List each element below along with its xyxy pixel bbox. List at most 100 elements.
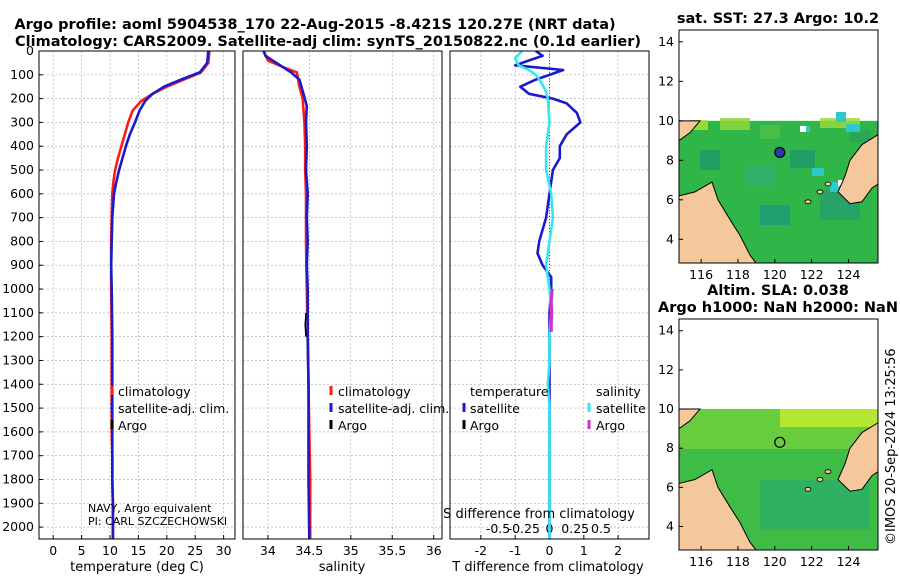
y-tick-label: 300 [10,114,34,129]
map-y-tick-label: 4 [666,519,674,534]
x-tick-label: -1 [509,543,521,558]
y-tick-label: 1300 [2,352,34,367]
sst-patch [790,150,815,168]
sst-map: 116 118 120 122 124 4 6 8 10 12 14 [658,29,879,282]
x-tick-label: 35.5 [378,543,406,558]
series-line-salinity-argo [549,288,554,332]
x-tick-label: 34 [260,543,276,558]
sst-patch [760,205,790,225]
s-tick-label: 0.25 [561,521,589,536]
map-x-tick-label: 124 [837,554,861,569]
missing-patch [800,126,806,132]
y-tick-label: 1100 [2,305,34,320]
s-tick-label: -0.5 [486,521,510,536]
map-x-tick-label: 120 [763,554,787,569]
cloud-patch [846,124,860,132]
sla-high [780,409,878,428]
y-tick-label: 800 [10,233,34,248]
map-y-tick-label: 12 [658,362,674,377]
y-tick-label: 600 [10,186,34,201]
island [804,486,812,492]
y-tick-label: 0 [26,43,34,58]
island [824,181,832,187]
annotation-navy: NAVY, Argo equivalent [88,502,212,515]
title-line-2: Climatology: CARS2009. Satellite-adj cli… [15,34,641,50]
map-x-tick-label: 122 [800,267,824,282]
x-tick-label: 34.5 [295,543,323,558]
x-tick-label: 0 [546,543,554,558]
island [824,469,832,475]
diff-legend-sal-argo: Argo [596,418,625,433]
salinity-xlabel: salinity [319,560,366,575]
y-tick-label: 1400 [2,376,34,391]
map-x-tick-label: 118 [726,554,750,569]
cloud-patch [830,182,844,192]
map-x-tick-label: 116 [689,267,713,282]
y-tick-label: 2000 [2,519,34,534]
y-tick-label: 900 [10,257,34,272]
temperature-xlabel: temperature (deg C) [70,560,204,575]
y-tick-label: 200 [10,91,34,106]
island [804,199,812,205]
difference-top-label: S difference from climatology [443,507,635,522]
y-tick-label: 400 [10,138,34,153]
x-tick-label: 36 [426,543,442,558]
y-tick-label: 1500 [2,400,34,415]
annotation-pi: PI: CARL SZCZECHOWSKI [88,515,227,528]
island [816,189,824,195]
legend-climatology: climatology [118,384,191,399]
map-y-tick-label: 6 [666,192,674,207]
y-tick-label: 1900 [2,495,34,510]
series-group [262,51,312,539]
map-y-tick-label: 6 [666,479,674,494]
map-y-tick-label: 10 [658,401,674,416]
sst-map-title: sat. SST: 27.3 Argo: 10.2 [677,11,879,27]
argo-marker [774,146,786,159]
plot-frame [242,50,443,540]
credit-text: ©IMOS 20-Sep-2024 13:25:56 [884,348,899,545]
y-tick-label: 500 [10,162,34,177]
plot-frame [449,50,650,540]
map-y-tick-label: 14 [658,323,674,338]
sal-legend-climatology: climatology [338,384,411,399]
series-line-satellite-adj-clim [109,51,210,539]
map-y-tick-label: 14 [658,34,674,49]
map-y-tick-label: 10 [658,113,674,128]
plot-area [243,51,442,539]
sst-patch [745,165,775,185]
x-tick-label: 15 [130,543,146,558]
x-tick-label: 25 [187,543,203,558]
x-tick-label: 35 [343,543,359,558]
diff-legend-sal-satellite: satellite [596,401,646,416]
map-frame [678,29,879,264]
argo-marker [774,436,786,448]
y-tick-label: 700 [10,210,34,225]
sst-patch [820,118,860,128]
land-mindanao [837,133,879,205]
x-tick-label: 0 [49,543,57,558]
sla-map-title-1: Altim. SLA: 0.038 [707,283,849,299]
sst-patch [720,118,750,130]
land-mindanao [837,421,879,492]
x-tick-label: 1 [580,543,588,558]
difference-xlabel: T difference from climatology [451,560,644,575]
sla-map: 116 118 120 122 124 4 6 8 10 12 14 [658,318,879,569]
x-tick-label: 10 [102,543,118,558]
plot-frame [38,50,236,540]
temperature-panel: 0 5 10 15 20 25 300100200300400500600700800900… [2,43,236,558]
difference-panel: -2 -1 0 1 2-0.5-0.25 0 0.25 0.5 [449,50,650,558]
map-x-tick-label: 122 [800,554,824,569]
sst-patch [850,130,870,142]
y-tick-label: 1000 [2,281,34,296]
map-x-tick-label: 116 [689,554,713,569]
cloud-patch [836,112,846,122]
map-y-tick-label: 8 [666,152,674,167]
salinity-panel: 34 34.5 35 35.5 36 [242,50,443,558]
s-tick-label: -0.25 [508,521,540,536]
diff-legend-temp-argo: Argo [470,418,499,433]
x-tick-label: -2 [475,543,487,558]
x-tick-label: 30 [216,543,232,558]
y-tick-label: 1700 [2,448,34,463]
series-group [513,51,582,539]
